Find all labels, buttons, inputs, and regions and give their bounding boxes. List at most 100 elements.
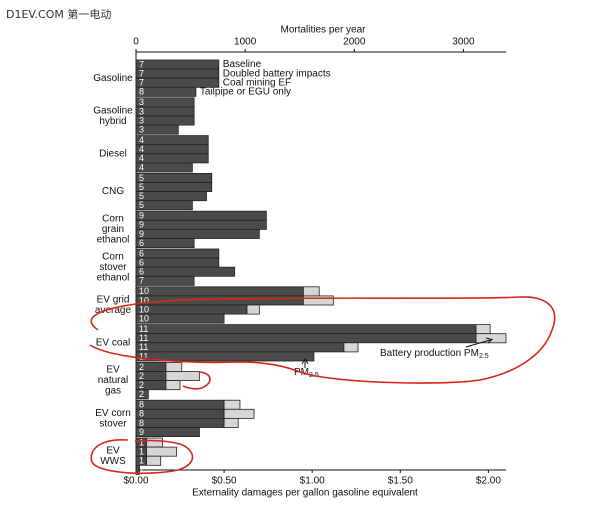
group-label: EV bbox=[106, 365, 120, 376]
highlight bbox=[89, 296, 556, 384]
rank-label: 9 bbox=[139, 427, 144, 437]
rank-label: 5 bbox=[139, 191, 144, 201]
bar-operation bbox=[135, 97, 195, 108]
annotation: PM2.5 bbox=[294, 367, 319, 379]
bar-operation bbox=[135, 257, 220, 268]
group-label: stover bbox=[99, 418, 127, 429]
group-label: grain bbox=[102, 224, 124, 235]
annotation-text: Battery production PM bbox=[380, 348, 479, 359]
x-tick-label: $1.00 bbox=[300, 476, 325, 487]
group-label: hybrid bbox=[99, 116, 126, 127]
rank-label: 1 bbox=[139, 447, 144, 457]
arrow-head bbox=[485, 337, 494, 344]
group-label: Corn bbox=[102, 214, 124, 225]
bar-battery bbox=[302, 286, 320, 297]
x2-axis-title: Mortalities per year bbox=[280, 25, 366, 36]
bar-operation bbox=[135, 124, 179, 135]
bar-battery bbox=[302, 295, 334, 306]
bar-operation bbox=[135, 59, 220, 70]
rank-label: 3 bbox=[139, 125, 144, 135]
group-label: EV corn bbox=[95, 408, 131, 419]
arrow bbox=[465, 339, 491, 348]
group-label: Diesel bbox=[99, 148, 127, 159]
rank-label: 8 bbox=[139, 418, 144, 428]
group-label: natural bbox=[98, 375, 129, 386]
x-tick-label: $0.00 bbox=[123, 476, 148, 487]
rank-label: 4 bbox=[139, 162, 144, 172]
bar-battery bbox=[475, 333, 507, 344]
bar-operation bbox=[135, 427, 200, 438]
bar-operation bbox=[135, 324, 477, 335]
bar-battery bbox=[343, 342, 359, 353]
bar-battery bbox=[146, 455, 162, 466]
rank-label: 11 bbox=[139, 333, 148, 343]
bar-operation bbox=[135, 313, 225, 324]
x-tick-label: $0.50 bbox=[212, 476, 237, 487]
legend-entry: Coal mining EF bbox=[223, 77, 291, 88]
x-tick-label: $1.50 bbox=[388, 476, 413, 487]
bar-operation bbox=[135, 144, 209, 155]
arrow-head bbox=[301, 358, 309, 365]
annotation-sub: 2.5 bbox=[479, 353, 489, 360]
bar-operation bbox=[135, 86, 197, 97]
x2-tick-label: 3000 bbox=[452, 37, 475, 48]
x2-tick-label: 1000 bbox=[234, 37, 257, 48]
group-label: EV coal bbox=[96, 337, 130, 348]
rank-label: 9 bbox=[139, 220, 144, 230]
rank-label: 4 bbox=[139, 153, 144, 163]
bar-operation bbox=[135, 162, 193, 173]
bar-operation bbox=[135, 304, 248, 315]
bar-operation bbox=[135, 219, 267, 230]
bar-operation bbox=[135, 351, 315, 362]
rank-label: 7 bbox=[139, 276, 144, 286]
bar-operation bbox=[135, 191, 207, 202]
rank-label: 3 bbox=[139, 115, 144, 125]
rank-label: 1 bbox=[139, 456, 144, 466]
rank-label: 1 bbox=[139, 437, 144, 447]
rank-label: 7 bbox=[139, 59, 144, 69]
group-label: Gasoline bbox=[93, 73, 133, 84]
bar-operation bbox=[135, 333, 477, 344]
group-label: average bbox=[95, 305, 132, 316]
rank-label: 4 bbox=[139, 135, 144, 145]
highlight bbox=[90, 439, 194, 475]
group-label: gas bbox=[105, 386, 121, 397]
bar-operation bbox=[135, 238, 195, 249]
legend-entry: Tailpipe or EGU only bbox=[200, 86, 291, 97]
bar-operation bbox=[135, 228, 260, 239]
rank-label: 5 bbox=[139, 182, 144, 192]
legend-entry: Baseline bbox=[223, 59, 262, 70]
bar-operation bbox=[135, 115, 195, 126]
bar-operation bbox=[135, 275, 195, 286]
bar-operation bbox=[135, 417, 225, 428]
bar-battery bbox=[223, 408, 255, 419]
group-label: EV bbox=[106, 446, 120, 457]
bar-battery bbox=[165, 361, 183, 372]
rank-label: 2 bbox=[139, 371, 144, 381]
bar-operation bbox=[135, 464, 140, 475]
group-label: stover bbox=[99, 262, 127, 273]
group-label: CNG bbox=[102, 186, 124, 197]
rank-label: 3 bbox=[139, 106, 144, 116]
x2-tick-label: 2000 bbox=[343, 37, 366, 48]
rank-label: 1 bbox=[139, 465, 144, 475]
rank-label: 6 bbox=[139, 258, 144, 268]
rank-label: 7 bbox=[139, 69, 144, 79]
bar-operation bbox=[135, 399, 225, 410]
rank-label: 8 bbox=[139, 400, 144, 410]
bar-operation bbox=[135, 248, 220, 259]
rank-label: 11 bbox=[139, 324, 148, 334]
rank-label: 11 bbox=[139, 351, 148, 361]
rank-label: 8 bbox=[139, 409, 144, 419]
rank-label: 10 bbox=[139, 314, 149, 324]
group-label: Gasoline bbox=[93, 105, 133, 116]
bar-battery bbox=[475, 324, 491, 335]
bar-battery bbox=[165, 380, 181, 391]
highlight bbox=[182, 371, 211, 390]
plot: $0.00 $0.50 $1.00 $1.50 $2.00 0 1000 2000 3000 Ga… bbox=[93, 37, 507, 487]
bar-battery bbox=[246, 304, 260, 315]
bar-operation bbox=[135, 182, 213, 193]
bar-operation bbox=[135, 172, 213, 183]
rank-label: 6 bbox=[139, 267, 144, 277]
